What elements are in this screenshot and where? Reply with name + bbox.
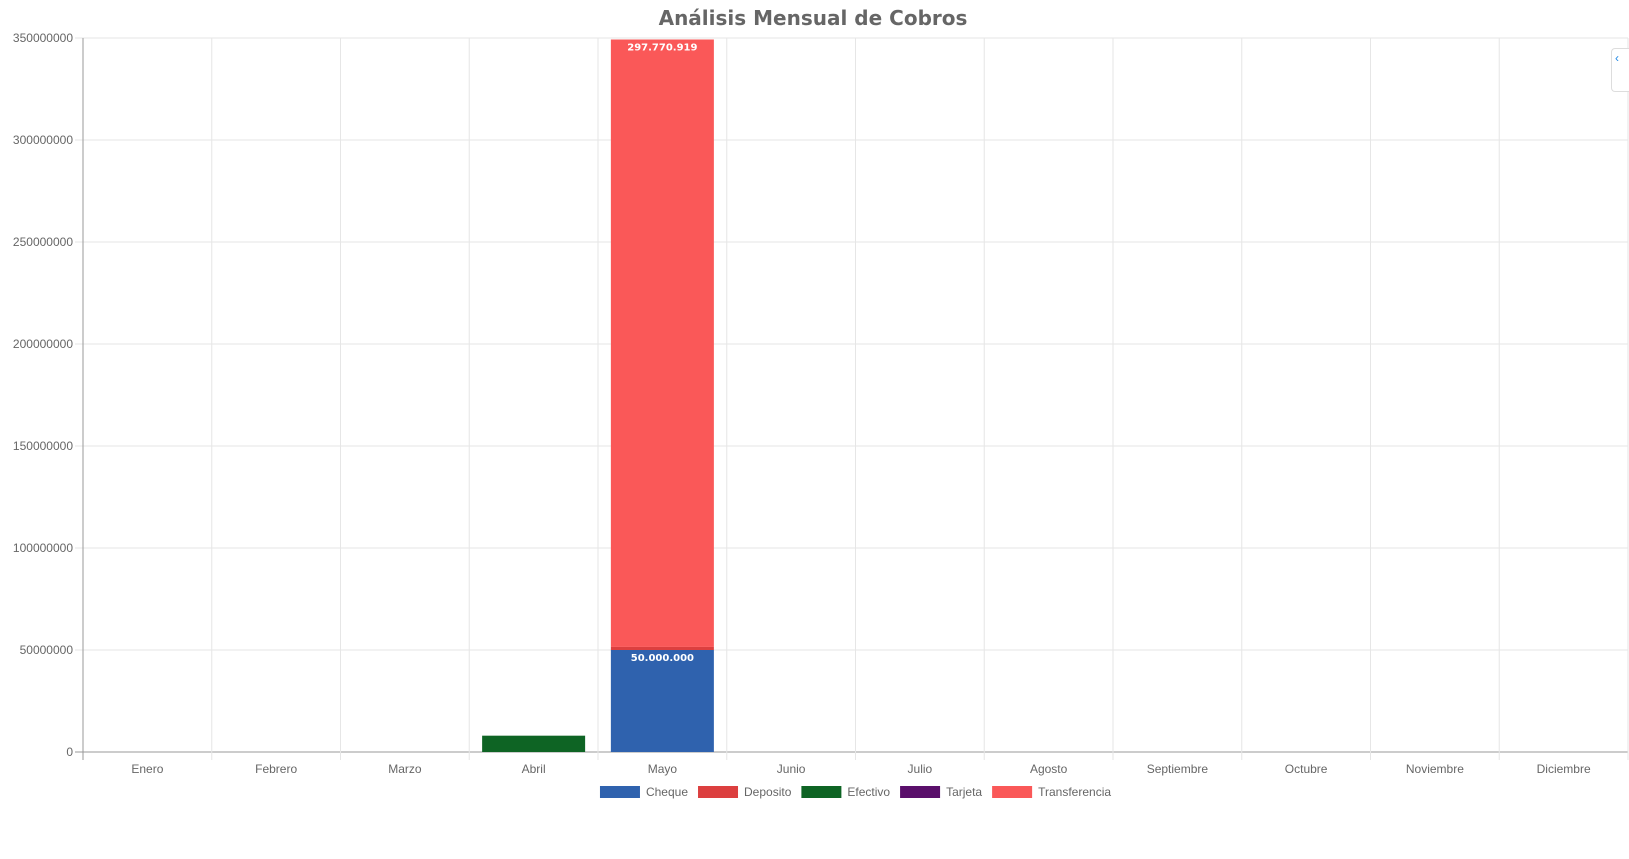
data-label: 50.000.000 [631, 653, 694, 664]
legend-swatch [698, 786, 739, 798]
bar-cheque-mayo[interactable] [610, 650, 714, 752]
y-tick-label: 250000000 [13, 235, 73, 249]
bars [482, 39, 714, 752]
side-panel-toggle[interactable]: ‹ [1611, 48, 1629, 92]
chart-title: Análisis Mensual de Cobros [659, 6, 968, 30]
x-tick-label: Abril [522, 762, 546, 776]
legend-label: Deposito [744, 785, 792, 799]
x-tick-label: Marzo [388, 762, 422, 776]
bar-efectivo-abril[interactable] [482, 735, 586, 752]
y-tick-label: 150000000 [13, 439, 73, 453]
legend-swatch [801, 786, 842, 798]
legend: Cheque Deposito Efectivo Tarjeta Transferenc… [599, 785, 1111, 799]
x-tick-label: Julio [908, 762, 933, 776]
legend-item-transferencia[interactable]: Transferencia [992, 785, 1111, 799]
x-tick-label: Noviembre [1406, 762, 1464, 776]
data-labels: 297.770.919 50.000.000 [627, 42, 697, 664]
legend-label: Tarjeta [946, 785, 982, 799]
bar-deposito-mayo[interactable] [610, 646, 714, 650]
x-tick-label: Septiembre [1147, 762, 1209, 776]
x-tick-label: Enero [131, 762, 163, 776]
x-tick-label: Junio [777, 762, 806, 776]
legend-item-deposito[interactable]: Deposito [698, 785, 792, 799]
legend-item-cheque[interactable]: Cheque [599, 785, 688, 799]
grid [75, 37, 1629, 760]
legend-swatch [900, 786, 941, 798]
legend-label: Efectivo [847, 785, 890, 799]
legend-item-efectivo[interactable]: Efectivo [801, 785, 890, 799]
legend-swatch [992, 786, 1033, 798]
x-tick-label: Agosto [1030, 762, 1068, 776]
y-tick-label: 0 [66, 745, 73, 759]
x-axis-ticks: Enero Febrero Marzo Abril Mayo Junio Julio Agos… [131, 762, 1591, 776]
x-tick-label: Febrero [255, 762, 297, 776]
y-tick-label: 50000000 [20, 643, 74, 657]
legend-item-tarjeta[interactable]: Tarjeta [900, 785, 982, 799]
x-tick-label: Mayo [648, 762, 678, 776]
y-tick-label: 200000000 [13, 337, 73, 351]
y-tick-label: 100000000 [13, 541, 73, 555]
chevron-left-icon: ‹ [1615, 51, 1619, 65]
x-tick-label: Diciembre [1537, 762, 1591, 776]
y-tick-label: 300000000 [13, 133, 73, 147]
y-tick-label: 350000000 [13, 31, 73, 45]
data-label: 297.770.919 [627, 42, 697, 53]
bar-transferencia-mayo[interactable] [610, 39, 714, 647]
legend-swatch [599, 786, 640, 798]
y-axis-ticks: 0 50000000 100000000 150000000 200000000 2500… [13, 31, 73, 759]
legend-label: Transferencia [1038, 785, 1111, 799]
legend-label: Cheque [646, 785, 688, 799]
x-tick-label: Octubre [1285, 762, 1328, 776]
